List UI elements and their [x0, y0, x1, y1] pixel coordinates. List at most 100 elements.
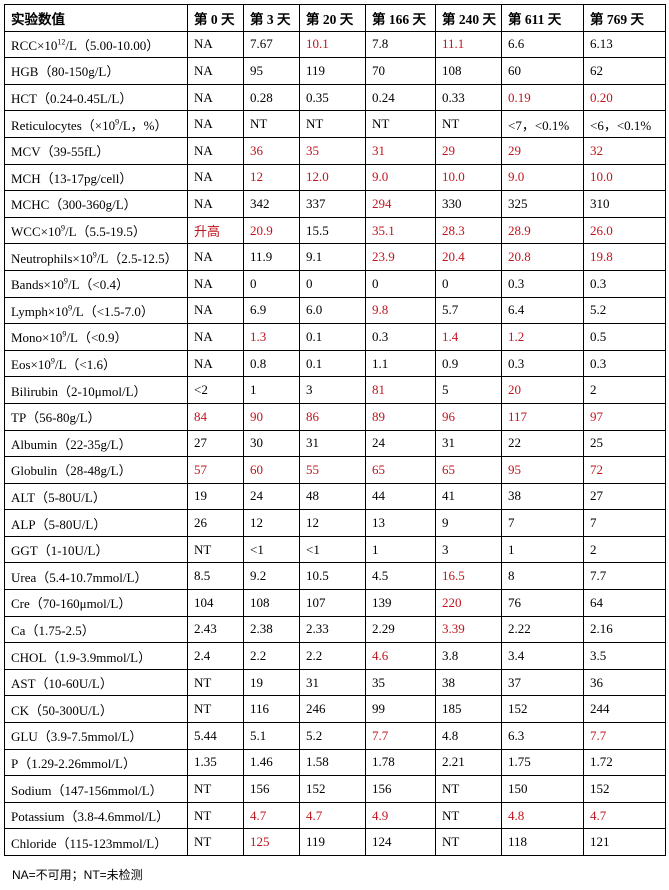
label-text: GGT（1-10U/L）: [11, 543, 109, 559]
value-cell: NA: [187, 243, 244, 271]
value-cell: 6.13: [583, 30, 666, 59]
value-cell: 7.7: [365, 722, 436, 750]
value-cell: 10.0: [435, 163, 502, 192]
label-exponent: 9: [60, 223, 65, 233]
value-cell: 31: [365, 136, 436, 165]
value-cell: 4.7: [243, 801, 300, 830]
value-cell: 0: [365, 269, 436, 298]
table-row: Lymph×109/L（<1.5-7.0） NA 6.9 6.0 9.8 5.7 6.4 5.…: [4, 296, 666, 325]
value-cell: 20: [501, 376, 584, 404]
label-text: Chloride（115-123mmol/L）: [11, 835, 168, 851]
table-row: Chloride（115-123mmol/L） NT 125 119 124 NT 118 1…: [4, 828, 666, 856]
row-label: HGB（80-150g/L）: [4, 57, 188, 85]
value-cell: 117: [501, 402, 584, 431]
label-text: HGB（80-150g/L）: [11, 64, 120, 80]
value-cell: 60: [243, 456, 300, 484]
value-cell: 0.3: [501, 349, 584, 378]
value-cell: 35: [365, 668, 436, 697]
header-cell: 第 20 天: [299, 4, 366, 32]
value-cell: 97: [583, 402, 666, 431]
value-cell: 2.33: [299, 615, 366, 644]
value-cell: 7.7: [583, 722, 666, 750]
value-cell: 95: [501, 456, 584, 484]
value-cell: 27: [187, 429, 244, 458]
value-cell: 8.5: [187, 562, 244, 591]
label-text: Urea（5.4-10.7mmol/L）: [11, 569, 148, 585]
value-cell: 6.9: [243, 296, 300, 325]
value-cell: 60: [501, 57, 584, 85]
lab-values-table: 实验数值 第 0 天 第 3 天 第 20 天 第 166 天 第 240 天 …: [4, 4, 666, 856]
value-cell: 1: [365, 535, 436, 564]
header-row: 实验数值 第 0 天 第 3 天 第 20 天 第 166 天 第 240 天 …: [4, 4, 666, 32]
value-cell: 25: [583, 429, 666, 458]
value-cell: 139: [365, 589, 436, 617]
row-label: Neutrophils×109/L（2.5-12.5）: [4, 243, 188, 271]
value-cell: NA: [187, 296, 244, 325]
value-cell: 4.8: [435, 722, 502, 750]
label-exponent: 9: [68, 303, 73, 313]
value-cell: 220: [435, 589, 502, 617]
value-cell: 3.39: [435, 615, 502, 644]
value-cell: 36: [243, 136, 300, 165]
value-cell: 6.6: [501, 30, 584, 59]
value-cell: 90: [243, 402, 300, 431]
value-cell: NA: [187, 57, 244, 85]
value-cell: 156: [365, 775, 436, 803]
label-text: Reticulocytes（×10: [11, 117, 116, 133]
value-cell: 81: [365, 376, 436, 404]
label-text: P（1.29-2.26mmol/L）: [11, 755, 136, 771]
value-cell: 152: [299, 775, 366, 803]
value-cell: 2.16: [583, 615, 666, 644]
value-cell: 0: [435, 269, 502, 298]
value-cell: 3: [435, 535, 502, 564]
row-label: MCV（39-55fL）: [4, 136, 188, 165]
value-cell: NT: [435, 110, 502, 138]
row-label: AST（10-60U/L）: [4, 668, 188, 697]
value-cell: 342: [243, 190, 300, 218]
value-cell: 9.8: [365, 296, 436, 325]
row-label: Sodium（147-156mmol/L）: [4, 775, 188, 803]
value-cell: 64: [583, 589, 666, 617]
value-cell: 325: [501, 190, 584, 218]
value-cell: 4.7: [299, 801, 366, 830]
value-cell: 3.5: [583, 642, 666, 670]
value-cell: 12.0: [299, 163, 366, 192]
value-cell: 32: [583, 136, 666, 165]
label-text: Bands×10: [11, 277, 64, 293]
value-cell: 2.2: [299, 642, 366, 670]
value-cell: NT: [187, 828, 244, 856]
value-cell: 108: [243, 589, 300, 617]
label-text: CHOL（1.9-3.9mmol/L）: [11, 649, 152, 665]
value-cell: 125: [243, 828, 300, 856]
value-cell: 57: [187, 456, 244, 484]
value-cell: 121: [583, 828, 666, 856]
label-text: ALT（5-80U/L）: [11, 489, 106, 505]
value-cell: 9: [435, 509, 502, 537]
value-cell: 38: [501, 482, 584, 511]
value-cell: 31: [299, 668, 366, 697]
value-cell: 24: [365, 429, 436, 458]
value-cell: 2.29: [365, 615, 436, 644]
value-cell: 1.4: [435, 323, 502, 351]
value-cell: 152: [583, 775, 666, 803]
value-cell: 15.5: [299, 216, 366, 245]
value-cell: 44: [365, 482, 436, 511]
row-label: CHOL（1.9-3.9mmol/L）: [4, 642, 188, 670]
row-label: GLU（3.9-7.5mmol/L）: [4, 722, 188, 750]
value-cell: 9.2: [243, 562, 300, 591]
label-text: Mono×10: [11, 330, 63, 346]
row-label: Reticulocytes（×109/L，%）: [4, 110, 188, 138]
row-label: Bilirubin（2-10μmol/L）: [4, 376, 188, 404]
table-row: Cre（70-160μmol/L） 104 108 107 139 220 76 64: [4, 589, 666, 617]
value-cell: 0.3: [501, 269, 584, 298]
label-text: Sodium（147-156mmol/L）: [11, 782, 163, 798]
value-cell: 2: [583, 376, 666, 404]
label-text: MCV（39-55fL）: [11, 144, 110, 160]
row-label: ALT（5-80U/L）: [4, 482, 188, 511]
label-text: AST（10-60U/L）: [11, 676, 113, 692]
table-row: AST（10-60U/L） NT 19 31 35 38 37 36: [4, 668, 666, 697]
value-cell: <1: [243, 535, 300, 564]
label-exponent: 12: [57, 37, 66, 47]
value-cell: 107: [299, 589, 366, 617]
table-row: P（1.29-2.26mmol/L） 1.35 1.46 1.58 1.78 2.21 1.…: [4, 748, 666, 777]
